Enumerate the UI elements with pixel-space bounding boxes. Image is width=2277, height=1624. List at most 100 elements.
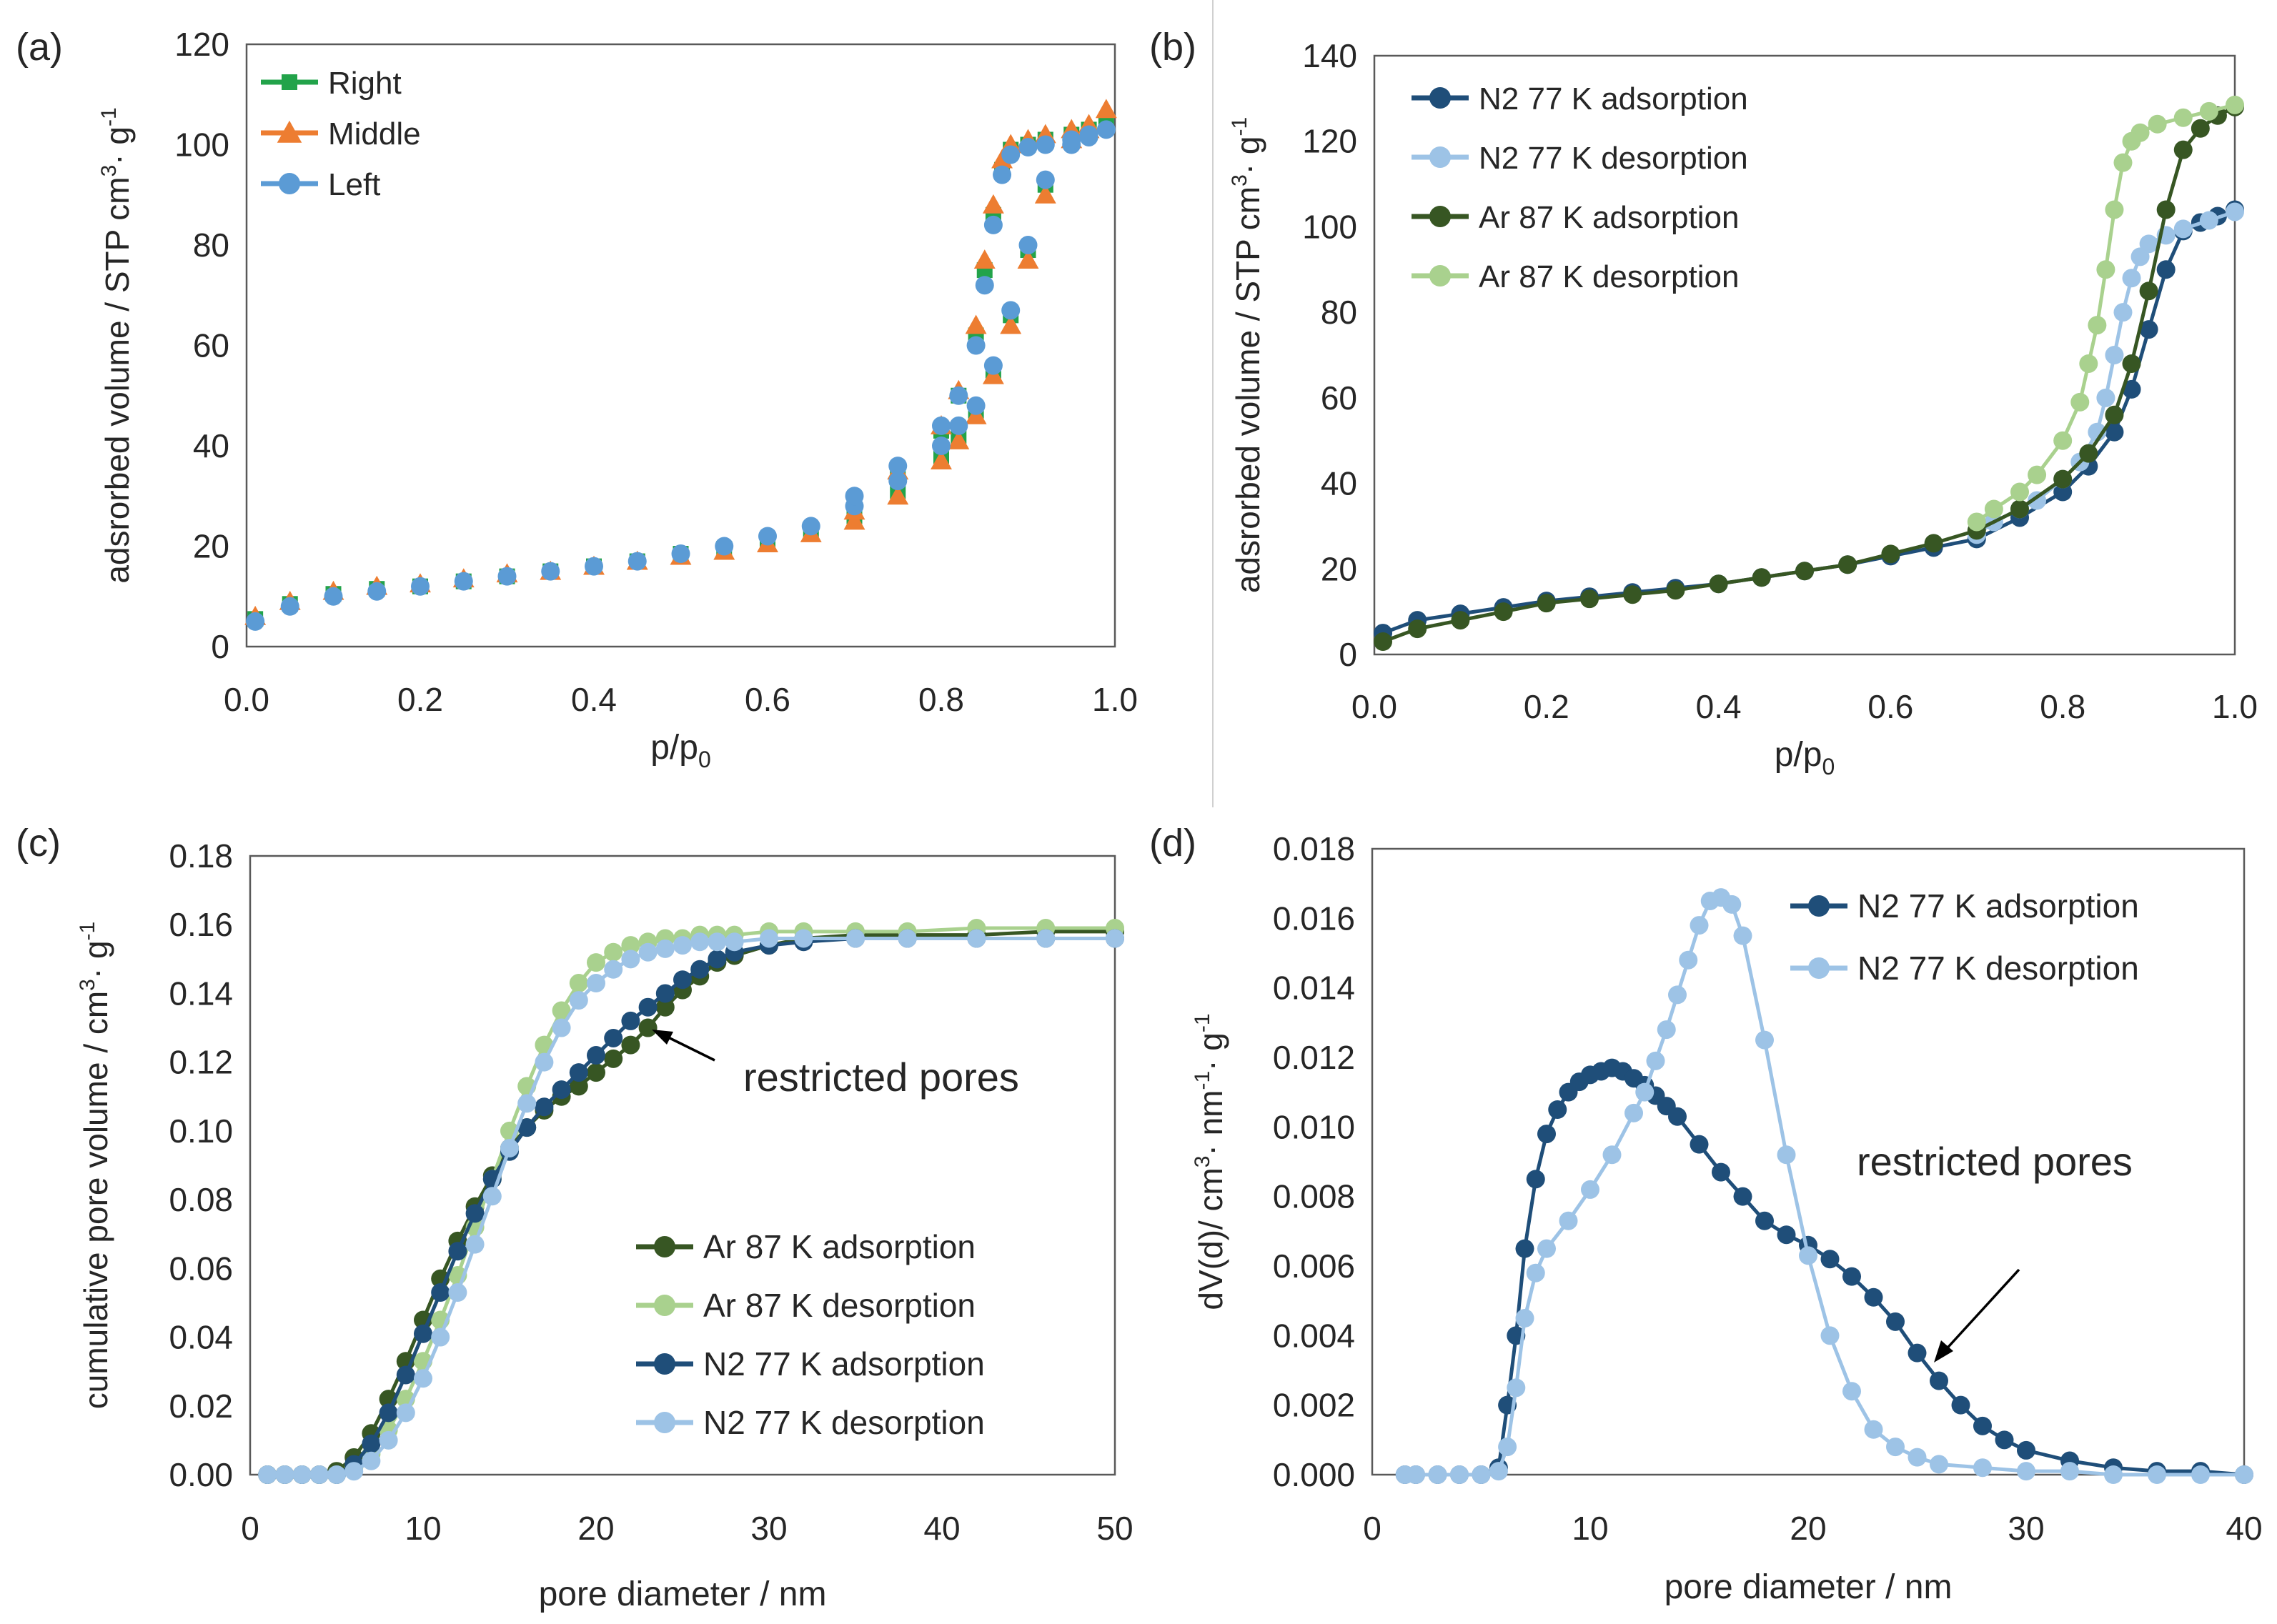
data-point — [948, 430, 970, 449]
data-point — [1820, 1326, 1840, 1345]
data-point — [569, 991, 588, 1010]
data-point — [569, 1077, 588, 1096]
data-area — [1395, 888, 2253, 1484]
data-point — [1001, 145, 1021, 164]
legend-label: Ar 87 K desorption — [1479, 259, 1739, 294]
data-point — [1881, 544, 1900, 564]
data-point — [2122, 379, 2141, 399]
legend-item: N2 77 K adsorption — [636, 1345, 985, 1383]
data-area — [1374, 95, 2244, 652]
x-tick-label: 0.2 — [397, 681, 443, 718]
data-point — [2079, 354, 2098, 373]
data-point — [655, 997, 675, 1017]
data-point — [552, 1080, 571, 1100]
data-point — [2139, 282, 2158, 301]
x-tick-label: 0.6 — [745, 681, 790, 718]
legend: Ar 87 K adsorption Ar 87 K desorption N2 7… — [636, 1228, 985, 1441]
data-point — [673, 970, 692, 990]
data-point — [690, 932, 710, 952]
data-point — [535, 1097, 554, 1117]
data-point — [541, 562, 560, 581]
data-point — [1507, 1378, 1526, 1398]
data-point — [2130, 247, 2150, 266]
y-tick-label: 20 — [193, 528, 229, 565]
data-point — [465, 1204, 485, 1223]
y-tick-label: 80 — [1321, 294, 1357, 331]
legend-swatch-marker — [654, 1353, 675, 1375]
y-axis-title-main: cumulative pore volume / cm — [77, 991, 114, 1409]
data-point — [845, 487, 864, 506]
data-point — [967, 929, 986, 948]
data-point — [1602, 1145, 1622, 1165]
x-tick-label: 20 — [577, 1510, 614, 1547]
data-point — [280, 597, 299, 616]
data-point — [362, 1434, 381, 1453]
data-point — [448, 1242, 467, 1261]
data-point — [2122, 131, 2141, 151]
panel-label: (c) — [16, 822, 61, 865]
legend-item: N2 77 K adsorption — [1412, 81, 1748, 116]
data-point — [414, 1324, 432, 1343]
y-tick-label: 0.016 — [1273, 900, 1355, 937]
y-axis-title-main: adsrorbed volume / STP cm — [99, 176, 136, 583]
data-point — [604, 1049, 623, 1068]
y-axis-title-sup: -1 — [76, 922, 99, 941]
panel-label: (b) — [1149, 26, 1196, 69]
data-point — [1034, 184, 1056, 204]
data-point — [1984, 499, 2003, 519]
legend-label: Middle — [328, 116, 421, 151]
data-point — [327, 1465, 346, 1484]
x-axis-title-main: pore diameter / nm — [1665, 1568, 1953, 1606]
x-axis-title: pore diameter / nm — [1665, 1568, 1953, 1606]
data-point — [1733, 1187, 1752, 1206]
data-point — [1864, 1287, 1883, 1307]
data-point — [638, 942, 658, 962]
y-axis-title-sup: 3 — [97, 165, 121, 177]
data-area — [244, 99, 1117, 631]
annotation-text: restricted pores — [1857, 1139, 2133, 1184]
data-point — [1777, 1225, 1796, 1245]
data-point — [621, 1035, 640, 1055]
data-point — [2199, 211, 2218, 230]
data-point — [1795, 562, 1814, 581]
x-tick-label: 40 — [2226, 1510, 2262, 1547]
x-axis-title: p/p0 — [1775, 736, 1835, 779]
legend: N2 77 K adsorption N2 77 K desorption — [1790, 887, 2139, 987]
y-axis-title-sup: -1 — [1191, 1013, 1214, 1032]
series-line — [1975, 103, 2236, 524]
series-line — [1382, 105, 2236, 644]
legend-swatch-marker — [1429, 87, 1451, 109]
x-tick-label: 50 — [1096, 1510, 1133, 1547]
data-point — [569, 1063, 588, 1082]
data-point — [1712, 1162, 1730, 1182]
data-point — [1722, 895, 1742, 914]
data-point — [932, 416, 951, 435]
data-point — [801, 517, 820, 536]
legend-swatch-marker — [1808, 957, 1830, 979]
legend-item: Middle — [261, 116, 421, 151]
data-point — [414, 1369, 432, 1388]
data-point — [1526, 1170, 1545, 1189]
y-tick-label: 0.10 — [169, 1112, 233, 1150]
data-point — [2173, 219, 2193, 239]
data-point — [1537, 1125, 1556, 1144]
data-point — [465, 1235, 485, 1254]
legend-label: Ar 87 K adsorption — [1479, 200, 1739, 235]
data-point — [973, 249, 996, 269]
data-point — [621, 1011, 640, 1030]
data-point — [2113, 303, 2133, 322]
data-point — [708, 932, 727, 952]
data-point — [2105, 405, 2124, 424]
data-point — [627, 552, 647, 571]
x-tick-label: 0.0 — [1351, 688, 1397, 725]
data-point — [1559, 1211, 1578, 1230]
data-point — [638, 1018, 658, 1037]
data-point — [1973, 1416, 1992, 1435]
data-point — [1581, 1180, 1599, 1199]
data-point — [991, 149, 1013, 169]
data-point — [1690, 1135, 1709, 1154]
data-point — [2122, 354, 2141, 373]
data-point — [2173, 140, 2193, 159]
data-point — [1374, 632, 1393, 652]
data-point — [517, 1118, 537, 1137]
